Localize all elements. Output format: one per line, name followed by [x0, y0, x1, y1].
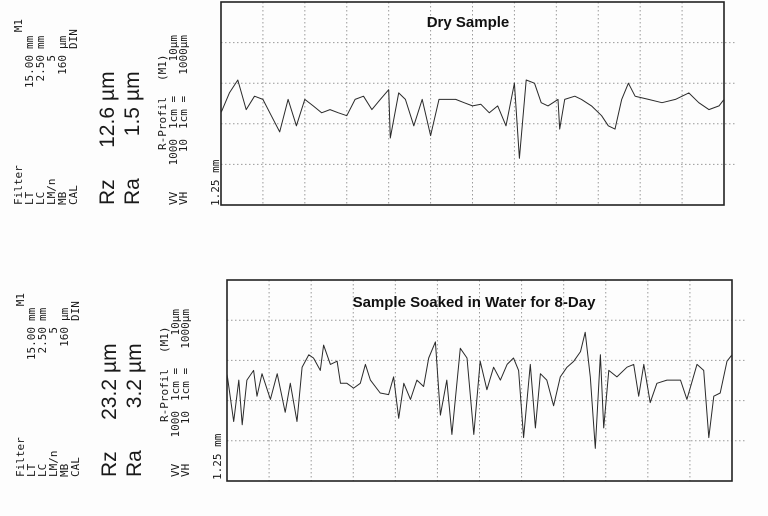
- plot-frame: [226, 279, 733, 482]
- chart-dry-sample: Dry Sample: [220, 1, 735, 206]
- profile-series-line: [226, 331, 733, 449]
- profile-series-line: [220, 79, 725, 159]
- chart-soaked-sample: Sample Soaked in Water for 8-Day: [226, 279, 745, 482]
- plot-frame: [220, 1, 725, 206]
- chart-title: Sample Soaked in Water for 8-Day: [353, 294, 597, 311]
- chart-title: Dry Sample: [427, 14, 510, 31]
